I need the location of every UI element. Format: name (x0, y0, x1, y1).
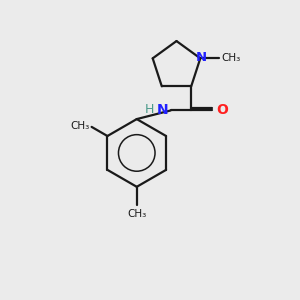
Text: N: N (157, 103, 169, 117)
Text: CH₃: CH₃ (70, 121, 89, 131)
Text: O: O (216, 103, 228, 118)
Text: CH₃: CH₃ (222, 53, 241, 63)
Text: CH₃: CH₃ (127, 208, 146, 219)
Text: N: N (196, 51, 207, 64)
Text: H: H (145, 103, 154, 116)
